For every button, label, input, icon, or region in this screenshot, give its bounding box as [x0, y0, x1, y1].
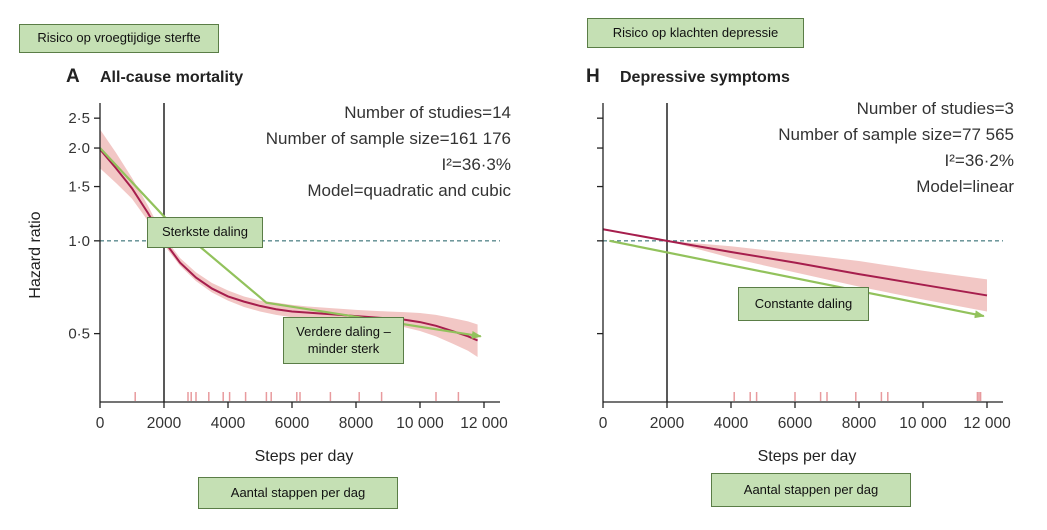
annotation-constant-decline: Constante daling: [738, 287, 869, 321]
x-tick-label: 10 000: [396, 415, 444, 432]
hazard-ratio-line: [602, 228, 988, 297]
annotation-steps-per-day-a: Aantal stappen per dag: [198, 477, 398, 509]
annotation-further-decline: Verdere daling – minder sterk: [283, 317, 404, 364]
annotation-depression-risk: Risico op klachten depressie: [587, 18, 804, 48]
panel-letter: A: [66, 66, 80, 87]
x-tick-label: 8000: [339, 415, 374, 432]
stats-line: I²=36·2%: [945, 151, 1014, 170]
x-tick-label: 0: [96, 415, 105, 432]
y-tick-label: 2·0: [68, 140, 90, 157]
trend-arrow: [609, 239, 985, 319]
y-tick-label: 0·5: [68, 326, 90, 343]
stats-line: Number of studies=14: [344, 103, 511, 122]
y-axis-label: Hazard ratio: [27, 211, 44, 298]
x-tick-label: 6000: [275, 415, 310, 432]
stats-line: Number of studies=3: [857, 99, 1014, 118]
x-tick-label: 4000: [714, 415, 749, 432]
x-tick-label: 12 000: [963, 415, 1011, 432]
confidence-band: [603, 229, 987, 312]
annotation-mortality-risk: Risico op vroegtijdige sterfte: [19, 24, 219, 53]
annotation-steps-per-day-h: Aantal stappen per dag: [711, 473, 911, 507]
x-tick-label: 12 000: [460, 415, 508, 432]
stats-line: Number of sample size=77 565: [778, 125, 1014, 144]
x-tick-label: 2000: [650, 415, 685, 432]
x-tick-label: 2000: [147, 415, 182, 432]
x-tick-label: 6000: [778, 415, 813, 432]
y-tick-label: 1·5: [68, 179, 90, 196]
y-tick-label: 1·0: [68, 233, 90, 250]
x-axis-label: Steps per day: [255, 448, 354, 465]
y-tick-label: 2·5: [68, 110, 90, 127]
chart-title: All-cause mortality: [100, 69, 243, 86]
x-tick-label: 10 000: [899, 415, 947, 432]
stats-line: Model=quadratic and cubic: [307, 181, 511, 200]
panel-a: A All-cause mortality 0 2000 4000 6000 8000 10 …: [27, 66, 511, 465]
panel-letter: H: [586, 66, 600, 87]
panel-h: H Depressive symptoms 0 2000 4000 6000 8000 10 …: [586, 66, 1014, 465]
x-tick-label: 4000: [211, 415, 246, 432]
annotation-steepest-decline: Sterkste daling: [147, 217, 263, 248]
stats-line: Number of sample size=161 176: [266, 129, 511, 148]
x-tick-label: 0: [599, 415, 608, 432]
chart-title: Depressive symptoms: [620, 69, 790, 86]
x-axis-label: Steps per day: [758, 448, 857, 465]
stats-line: I²=36·3%: [442, 155, 511, 174]
stats-line: Model=linear: [916, 177, 1014, 196]
x-tick-label: 8000: [842, 415, 877, 432]
